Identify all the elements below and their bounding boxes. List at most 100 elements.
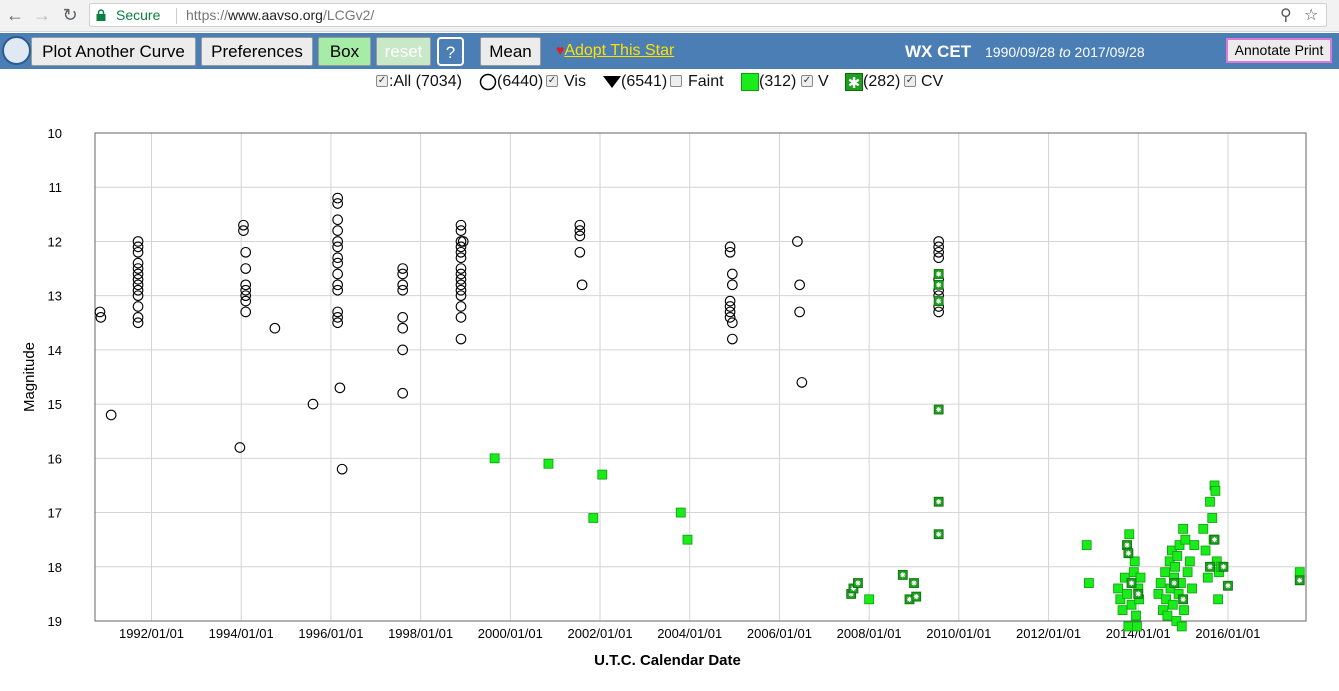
y-tick-label: 10: [48, 126, 62, 141]
annotate-print-button[interactable]: Annotate Print: [1226, 38, 1332, 63]
date-to-word: to: [1058, 44, 1071, 60]
reset-button[interactable]: reset: [376, 37, 431, 66]
vis-point: [933, 246, 945, 258]
vis-point: [336, 463, 348, 475]
v-point: [1135, 572, 1146, 583]
x-tick-label: 1996/01/01: [298, 626, 363, 641]
v-point: [1172, 551, 1183, 561]
x-tick-label: 2014/01/01: [1106, 626, 1171, 641]
vis-point: [332, 306, 343, 318]
light-curve-chart[interactable]: 10 11 12 13 14 15 16 17 18 19 1992/01/01 1994/01/0…: [0, 95, 1339, 685]
cv-checkbox[interactable]: ✓: [904, 75, 916, 87]
vis-point: [933, 236, 945, 247]
vis-point: [132, 312, 144, 323]
vis-point: [457, 236, 469, 247]
vis-point: [332, 241, 343, 253]
url-text[interactable]: https://www.aavso.org/LCGv2/: [186, 7, 374, 23]
v-point: [864, 594, 875, 605]
vis-point: [576, 279, 588, 291]
v-point: [682, 534, 693, 545]
x-tick-label: 2012/01/01: [1016, 626, 1081, 641]
x-tick-label: 2008/01/01: [837, 626, 902, 641]
x-tick-label: 2004/01/01: [657, 626, 722, 641]
v-point: [1132, 621, 1142, 632]
all-checkbox[interactable]: ✓: [376, 75, 388, 87]
vis-checkbox[interactable]: ✓: [546, 75, 558, 87]
vis-point: [132, 236, 144, 247]
heart-icon: ♥: [556, 42, 565, 58]
v-point: [1128, 567, 1139, 578]
forward-arrow-icon[interactable]: →: [33, 5, 51, 25]
reload-icon[interactable]: ↻: [62, 5, 78, 25]
help-button[interactable]: ?: [437, 37, 464, 66]
v-point: [1166, 545, 1177, 556]
address-bar[interactable]: Secure https://www.aavso.org/LCGv2/ ⚲ ☆: [89, 3, 1327, 27]
vis-point: [332, 192, 343, 204]
secure-label: Secure: [116, 7, 161, 23]
vis-point: [132, 274, 144, 285]
cv-count: (282): [863, 73, 901, 90]
plot-another-curve-button[interactable]: Plot Another Curve: [31, 37, 196, 66]
vis-point: [132, 268, 144, 280]
v-point: [1176, 621, 1187, 632]
v-point: [1187, 583, 1197, 594]
cv-point: [933, 279, 944, 290]
vis-point: [240, 246, 252, 258]
vis-label: Vis: [564, 73, 586, 90]
cv-point: [909, 578, 919, 588]
v-point: [1200, 545, 1211, 556]
y-axis-label: Magnitude: [21, 342, 38, 412]
vis-point: [307, 398, 319, 410]
v-point: [1171, 616, 1182, 626]
vis-point: [240, 263, 252, 274]
faint-checkbox[interactable]: [670, 75, 682, 87]
preferences-button[interactable]: Preferences: [201, 37, 313, 66]
v-point: [1123, 621, 1134, 632]
vis-point: [455, 301, 467, 312]
zoom-icon[interactable]: ⚲: [1280, 7, 1292, 24]
v-point: [588, 513, 599, 523]
cv-point: [933, 529, 944, 540]
adopt-star-link[interactable]: ♥Adopt This Star: [556, 42, 674, 60]
cv-point: [1294, 575, 1305, 586]
vis-point: [240, 290, 252, 302]
date-to: 2017/09/28: [1074, 44, 1145, 60]
vis-point: [397, 312, 409, 323]
v-point: [1115, 594, 1126, 605]
vis-point: [132, 263, 144, 274]
vis-point: [132, 241, 144, 253]
vis-point: [794, 306, 805, 318]
mean-button[interactable]: Mean: [480, 37, 541, 66]
vis-point: [332, 198, 343, 209]
cv-point: [1123, 548, 1134, 559]
v-point: [1113, 583, 1123, 594]
v-point: [1119, 572, 1130, 583]
url-host: www.aavso.org: [228, 7, 323, 23]
vis-point: [726, 279, 738, 291]
vis-point: [132, 246, 144, 258]
vis-point: [726, 268, 738, 280]
v-count: (312): [759, 73, 797, 90]
vis-point: [726, 333, 738, 345]
box-button[interactable]: Box: [318, 37, 371, 66]
cv-point: [933, 404, 944, 415]
vis-point: [132, 284, 144, 296]
bookmark-star-icon[interactable]: ☆: [1304, 7, 1319, 24]
vis-point: [574, 225, 586, 236]
y-tick-label: 16: [48, 451, 62, 466]
back-arrow-icon[interactable]: ←: [6, 5, 24, 25]
vis-point: [455, 241, 467, 253]
cv-point: [1122, 540, 1132, 550]
vis-point: [332, 317, 343, 329]
y-tick-label: 19: [48, 614, 62, 629]
y-axis-ticks: 10 11 12 13 14 15 16 17 18 19: [48, 126, 62, 629]
app-toolbar: Plot Another Curve Preferences Box reset…: [0, 33, 1339, 69]
v-point: [1178, 523, 1189, 534]
v-checkbox[interactable]: ✓: [801, 75, 813, 87]
vis-point: [933, 241, 945, 253]
vis-point: [132, 301, 144, 312]
v-point: [1126, 599, 1137, 610]
vis-point: [455, 268, 467, 280]
y-tick-label: 17: [48, 506, 62, 521]
y-tick-label: 12: [48, 234, 62, 249]
